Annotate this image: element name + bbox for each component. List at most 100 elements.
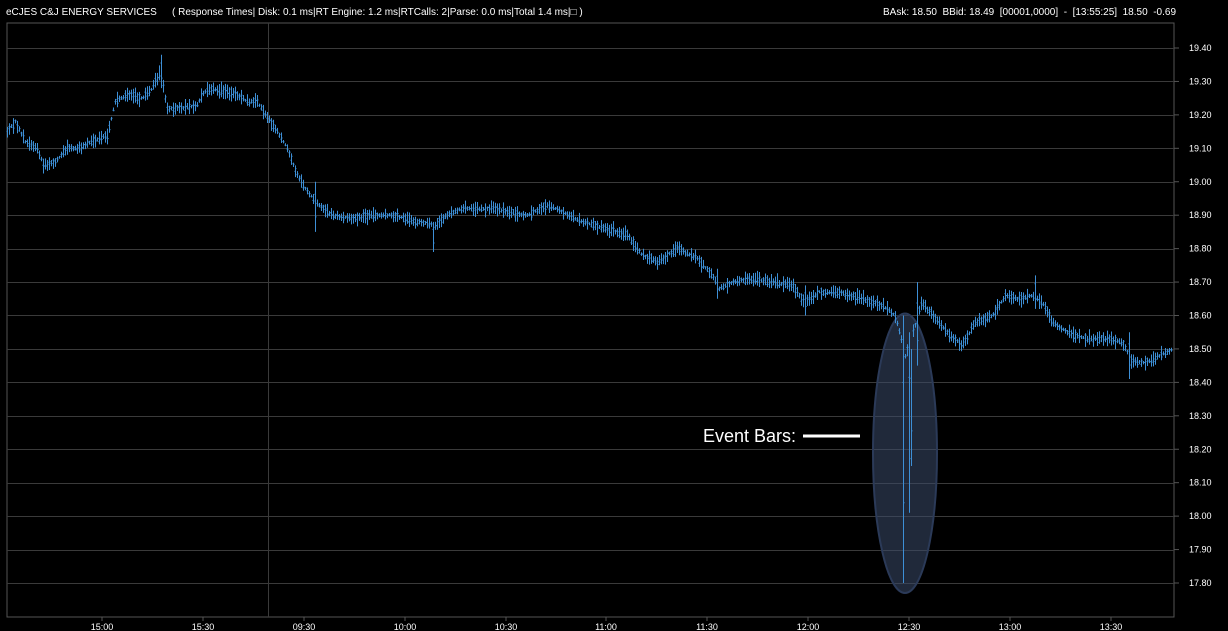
ohlc-bar — [952, 334, 955, 344]
y-tick-label: 17.80 — [1189, 578, 1212, 588]
ohlc-bar — [90, 135, 93, 147]
ohlc-bar — [54, 158, 57, 167]
ohlc-bar — [494, 202, 497, 214]
ohlc-bar — [998, 300, 1001, 311]
ohlc-bar — [566, 211, 569, 219]
ohlc-bar — [906, 344, 909, 357]
ohlc-bar — [322, 204, 325, 213]
ohlc-bar — [654, 256, 657, 266]
ohlc-bar — [150, 87, 153, 91]
ohlc-bar — [284, 143, 287, 147]
ohlc-bar — [1084, 333, 1087, 347]
ohlc-bar — [170, 106, 173, 111]
ohlc-bar — [166, 102, 169, 115]
ohlc-bar — [658, 254, 661, 266]
ohlc-bar — [980, 316, 983, 326]
ohlc-bar — [164, 94, 167, 103]
ohlc-bar — [758, 271, 761, 287]
ohlc-bar — [302, 179, 305, 191]
ohlc-bar — [30, 140, 33, 151]
ohlc-bar — [376, 212, 379, 220]
ohlc-bar — [304, 186, 307, 191]
ohlc-bar — [16, 120, 19, 134]
ohlc-bar — [44, 158, 47, 170]
ohlc-bar — [934, 313, 937, 325]
ohlc-bar — [1110, 331, 1113, 346]
ohlc-bar — [288, 150, 291, 158]
ohlc-bar — [96, 137, 99, 142]
ohlc-bar — [852, 291, 855, 301]
ohlc-bar — [180, 102, 183, 114]
y-tick-label: 19.30 — [1189, 76, 1212, 86]
ohlc-bar — [196, 102, 199, 108]
ohlc-bar — [352, 213, 355, 224]
x-tick-label: 15:00 — [91, 622, 114, 631]
ohlc-bar — [478, 206, 481, 212]
ohlc-bar — [922, 299, 925, 310]
ohlc-bar — [1152, 351, 1155, 367]
ohlc-bar — [46, 159, 49, 171]
ohlc-bar — [1168, 348, 1171, 355]
x-tick-label: 11:00 — [595, 622, 617, 631]
ohlc-bar — [1006, 293, 1009, 299]
ohlc-bar — [762, 277, 765, 286]
ohlc-bar — [580, 219, 583, 224]
ohlc-bar — [188, 98, 191, 115]
ohlc-bar — [792, 278, 795, 293]
ohlc-bar — [660, 253, 663, 265]
ohlc-bar — [184, 98, 187, 115]
ohlc-bar — [590, 219, 593, 228]
ohlc-bar — [1146, 357, 1149, 367]
ohlc-bar — [348, 213, 351, 222]
x-tick-label: 11:30 — [696, 622, 718, 631]
ohlc-bar — [1116, 338, 1119, 344]
ohlc-bar — [396, 208, 399, 222]
ohlc-bar — [848, 290, 851, 301]
ohlc-bar — [266, 112, 269, 123]
ohlc-bar — [770, 274, 773, 289]
ohlc-bar — [862, 289, 865, 306]
ohlc-bar — [1078, 328, 1081, 344]
ohlc-bar — [136, 92, 139, 105]
ohlc-bar — [386, 213, 389, 219]
ohlc-bar — [950, 331, 953, 342]
ohlc-bar — [104, 131, 107, 143]
ohlc-bar — [684, 250, 687, 257]
ohlc-bar — [294, 165, 297, 178]
ohlc-bar — [186, 102, 189, 110]
ohlc-bar — [1044, 301, 1047, 315]
ohlc-bar — [954, 334, 957, 347]
ohlc-bar — [370, 210, 373, 219]
ohlc-bar — [894, 311, 897, 324]
ohlc-bar — [712, 273, 715, 281]
ohlc-bar — [6, 126, 9, 138]
ohlc-bar — [228, 87, 231, 101]
ohlc-bar — [252, 97, 255, 108]
ohlc-bar — [508, 205, 511, 220]
ohlc-bar — [190, 104, 193, 109]
ohlc-bar — [346, 213, 349, 223]
ohlc-bar — [570, 211, 573, 222]
ohlc-bar — [716, 268, 719, 299]
price-bars — [6, 54, 1173, 583]
ohlc-bar — [432, 221, 435, 252]
ohlc-bar — [206, 81, 209, 98]
ohlc-bar — [1000, 300, 1003, 304]
ohlc-bar — [404, 213, 407, 226]
ohlc-bar — [800, 293, 803, 306]
ohlc-bar — [706, 266, 709, 273]
ohlc-bar — [976, 318, 979, 327]
ohlc-bar — [1154, 352, 1157, 365]
ohlc-bar — [1136, 356, 1139, 368]
ohlc-bar — [1124, 344, 1127, 352]
ohlc-bar — [1028, 293, 1031, 299]
ohlc-bar — [702, 259, 705, 269]
ohlc-bar — [724, 283, 727, 288]
ohlc-bar — [498, 203, 501, 215]
x-tick-label: 12:00 — [797, 622, 820, 631]
ohlc-bar — [958, 337, 961, 351]
ohlc-bar — [946, 329, 949, 336]
ohlc-bar — [316, 199, 319, 207]
ohlc-bar — [540, 202, 543, 215]
